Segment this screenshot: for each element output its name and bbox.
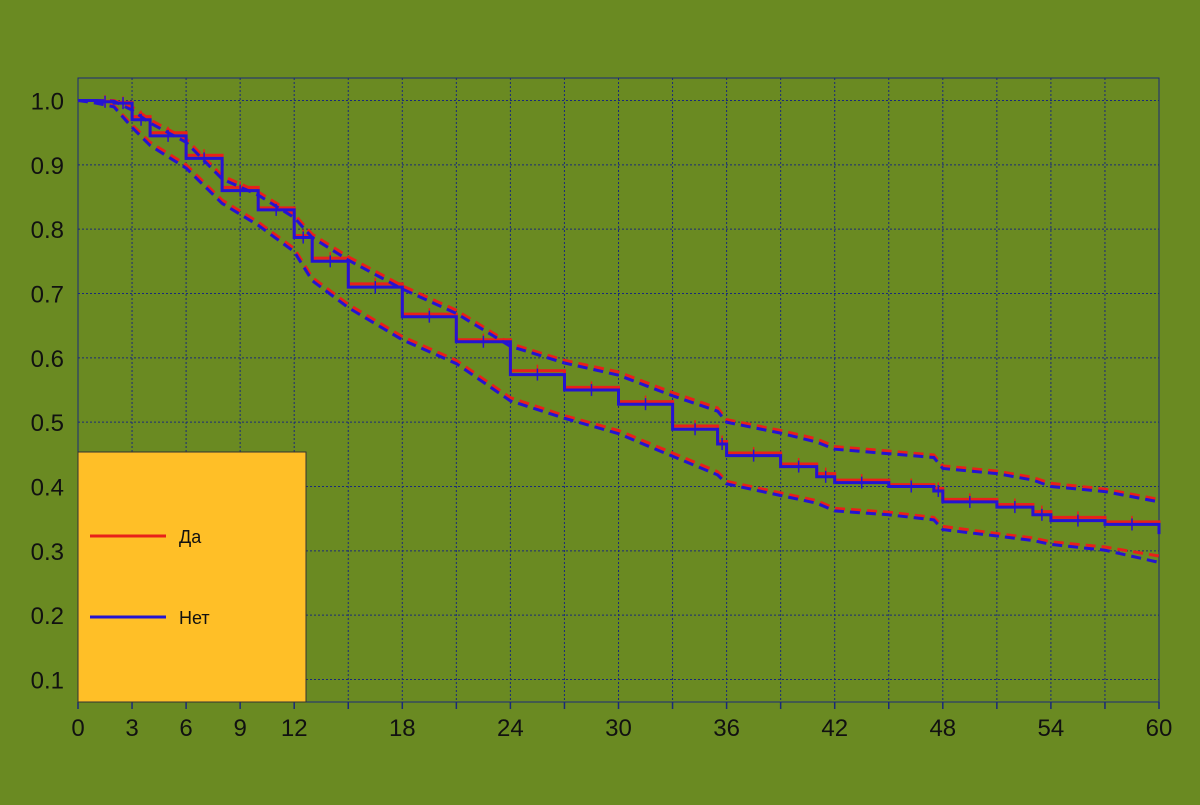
x-tick-label: 24 — [497, 715, 524, 742]
y-tick-label: 0.9 — [31, 153, 64, 180]
legend: Да Нет — [77, 451, 307, 703]
x-tick-label: 3 — [125, 715, 138, 742]
y-tick-label: 0.4 — [31, 474, 64, 501]
y-tick-label: 0.2 — [31, 603, 64, 630]
legend-box — [77, 451, 307, 703]
x-tick-label: 30 — [605, 715, 632, 742]
ci-upper-net — [78, 99, 1160, 504]
y-tick-label: 0.3 — [31, 539, 64, 566]
y-tick-label: 0.7 — [31, 282, 64, 309]
x-tick-label: 54 — [1038, 715, 1065, 742]
x-tick-label: 36 — [713, 715, 740, 742]
x-tick-label: 48 — [929, 715, 956, 742]
x-tick-label: 0 — [71, 715, 84, 742]
x-tick-label: 9 — [233, 715, 246, 742]
x-tick-label: 42 — [821, 715, 848, 742]
legend-label-da: Да — [179, 527, 202, 547]
y-tick-label: 0.8 — [31, 217, 64, 244]
x-tick-label: 60 — [1146, 715, 1173, 742]
x-tick-label: 18 — [389, 715, 416, 742]
x-tick-label: 12 — [281, 715, 308, 742]
y-tick-label: 0.6 — [31, 346, 64, 373]
axis-layer: 0.10.20.30.40.50.60.70.80.91.00 3 6 9 12 18 24… — [31, 89, 1173, 742]
y-tick-label: 0.5 — [31, 410, 64, 437]
series-net — [77, 95, 1161, 564]
y-tick-label: 0.1 — [31, 667, 64, 694]
y-tick-label: 1.0 — [31, 89, 64, 116]
survival-curve-net — [78, 99, 1161, 535]
legend-label-net: Нет — [179, 608, 210, 628]
ci-lower-da — [77, 99, 1160, 558]
series-layer — [77, 95, 1161, 564]
x-tick-label: 6 — [179, 715, 192, 742]
